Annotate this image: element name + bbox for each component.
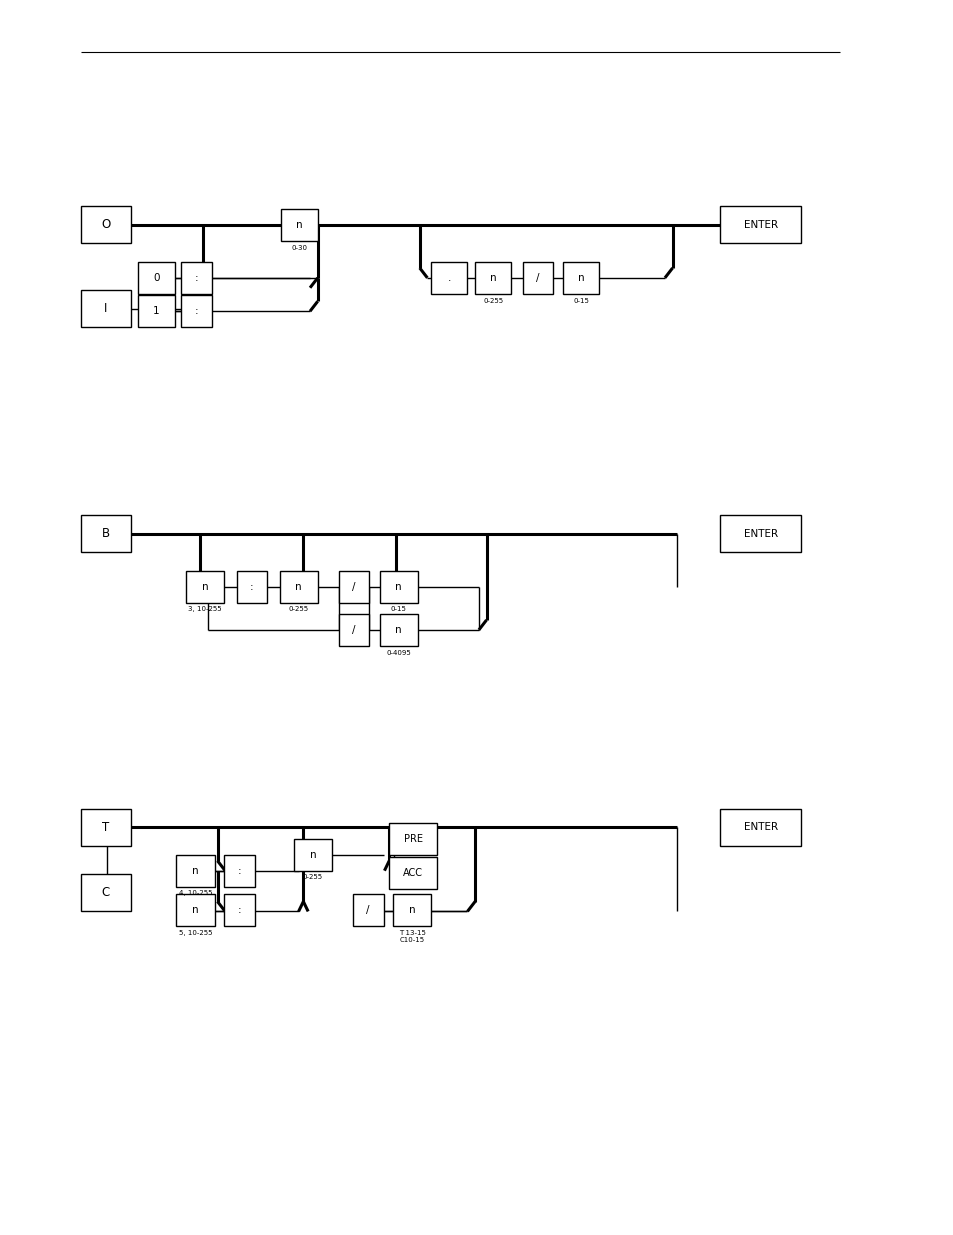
Bar	[389, 857, 436, 889]
Bar	[186, 571, 224, 603]
Text: ENTER: ENTER	[743, 529, 777, 538]
Bar	[281, 209, 317, 241]
Bar	[176, 894, 214, 926]
Bar	[379, 614, 417, 646]
Bar	[389, 823, 436, 855]
Text: C: C	[102, 887, 110, 899]
Text: /: /	[536, 273, 539, 283]
Bar	[81, 290, 131, 327]
Text: n: n	[490, 273, 496, 283]
Bar	[562, 262, 598, 294]
Text: :: :	[237, 866, 241, 876]
Bar	[475, 262, 511, 294]
Bar	[224, 855, 254, 887]
Bar	[522, 262, 553, 294]
Text: 0-255: 0-255	[288, 606, 309, 613]
Text: 0-30: 0-30	[292, 245, 307, 251]
Text: 0: 0	[153, 273, 159, 283]
Bar	[81, 515, 131, 552]
Bar	[236, 571, 267, 603]
Text: /: /	[352, 582, 355, 592]
Text: :: :	[250, 582, 253, 592]
Text: n: n	[193, 866, 198, 876]
Text: :: :	[237, 905, 241, 915]
Text: 0-255: 0-255	[302, 874, 323, 881]
Text: 5, 10-255: 5, 10-255	[178, 930, 213, 936]
Text: :: :	[194, 273, 198, 283]
Text: 0-15: 0-15	[573, 298, 588, 304]
Text: T: T	[102, 821, 110, 834]
Text: n: n	[395, 582, 401, 592]
Text: T 13-15
C10-15: T 13-15 C10-15	[398, 930, 425, 944]
Bar	[294, 839, 332, 871]
Text: ENTER: ENTER	[743, 823, 777, 832]
Bar	[338, 571, 369, 603]
Text: B: B	[102, 527, 110, 540]
Text: ACC: ACC	[403, 868, 422, 878]
Text: 1: 1	[153, 306, 159, 316]
Bar	[338, 614, 369, 646]
Bar	[393, 894, 431, 926]
Bar	[353, 894, 383, 926]
Bar	[720, 206, 801, 243]
Bar	[81, 206, 131, 243]
Text: n: n	[409, 905, 415, 915]
Text: /: /	[366, 905, 370, 915]
Bar	[279, 571, 317, 603]
Text: I: I	[104, 303, 108, 315]
Text: .: .	[447, 273, 451, 283]
Bar	[181, 262, 212, 294]
Bar	[176, 855, 214, 887]
Bar	[81, 809, 131, 846]
Bar	[224, 894, 254, 926]
Bar	[379, 571, 417, 603]
Text: n: n	[296, 220, 302, 230]
Text: PRE: PRE	[403, 834, 422, 844]
Bar	[720, 515, 801, 552]
Text: 3, 10-255: 3, 10-255	[188, 606, 222, 613]
Text: n: n	[395, 625, 401, 635]
Text: ENTER: ENTER	[743, 220, 777, 230]
Text: n: n	[295, 582, 301, 592]
Text: :: :	[194, 306, 198, 316]
Text: /: /	[352, 625, 355, 635]
Bar	[138, 295, 174, 327]
Text: O: O	[101, 219, 111, 231]
Bar	[720, 809, 801, 846]
Text: n: n	[202, 582, 208, 592]
Text: 0-4095: 0-4095	[386, 650, 411, 656]
Text: n: n	[310, 850, 315, 860]
Bar	[431, 262, 467, 294]
Text: 0-15: 0-15	[391, 606, 406, 613]
Bar	[138, 262, 174, 294]
Text: n: n	[193, 905, 198, 915]
Text: n: n	[578, 273, 583, 283]
Bar	[81, 874, 131, 911]
Bar	[181, 295, 212, 327]
Text: 4, 10-255: 4, 10-255	[178, 890, 213, 897]
Text: 0-255: 0-255	[482, 298, 503, 304]
